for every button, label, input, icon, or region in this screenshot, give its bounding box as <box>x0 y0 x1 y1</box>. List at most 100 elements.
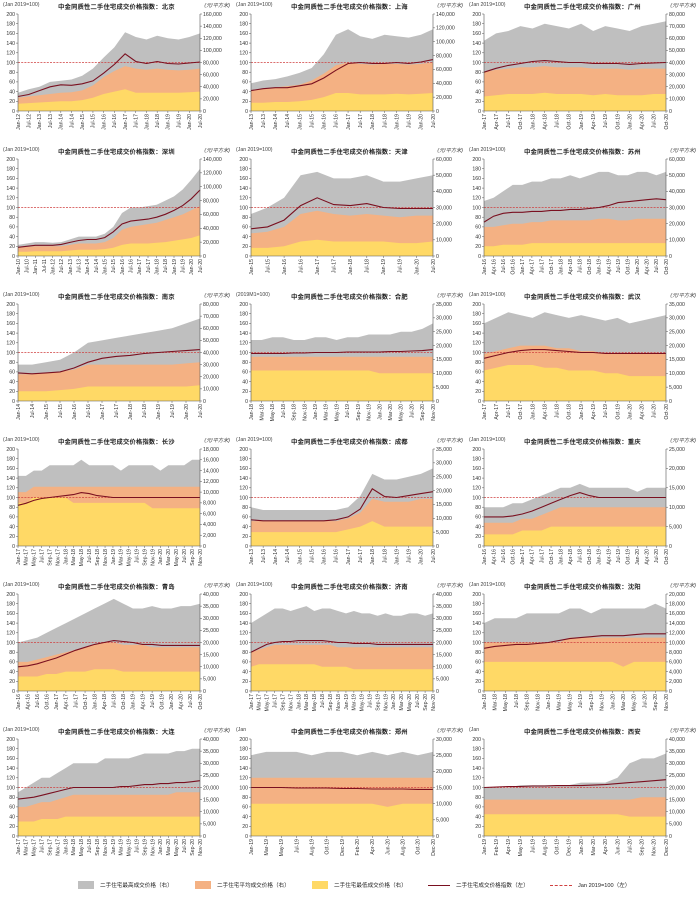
chart-title: 中金同质性二手住宅成交价格指数：上海 <box>291 4 408 11</box>
x-tick-label: Jul-19 <box>134 839 140 853</box>
left-tick-label: 0 <box>478 689 481 695</box>
x-tick-label: Jun-20 <box>615 839 621 855</box>
right-tick-label: 20,000 <box>669 785 685 791</box>
left-tick-label: 80 <box>9 795 15 801</box>
x-tick-label: May-20 <box>407 694 413 711</box>
chart-title: 中金同质性二手住宅成交价格指数：南京 <box>58 294 175 301</box>
x-tick-label: Jan-20 <box>635 549 641 565</box>
index-line <box>17 492 200 506</box>
left-tick-label: 140 <box>6 621 15 627</box>
left-tick-label: 120 <box>6 631 15 637</box>
left-tick-label: 20 <box>9 99 15 105</box>
left-tick-label: 100 <box>472 350 481 356</box>
left-tick-label: 140 <box>472 621 481 627</box>
x-tick-label: Nov-18 <box>103 839 109 856</box>
left-tick-label: 120 <box>472 196 481 202</box>
right-tick-label: 16,000 <box>203 458 219 464</box>
x-tick-label: May-19 <box>127 549 133 566</box>
x-tick-label: Jan-20 <box>158 549 164 565</box>
legend-item-avg: 二手住宅平均成交价格（右） <box>195 881 290 889</box>
left-tick-label: 140 <box>6 476 15 482</box>
right-tick-label: 80,000 <box>669 12 685 18</box>
x-tick-label: Mar-19 <box>264 839 270 856</box>
chart-panel: 0 20 40 60 80 100 120 140 160 180 200 0 2,000 4,000 6,… <box>0 435 233 580</box>
x-tick-label: Oct-20 <box>416 839 422 855</box>
x-tick-label: Jul-16 <box>298 259 304 273</box>
x-tick-label: Nov-20 <box>431 404 437 421</box>
x-tick-label: Jul-14 <box>69 114 75 128</box>
right-tick-label: 5,000 <box>436 530 449 536</box>
right-tick-label: 50,000 <box>203 338 219 344</box>
x-tick-label: Jul-19 <box>578 694 584 708</box>
x-tick-label: Jan-20 <box>627 114 633 130</box>
x-tick-label: Oct-20 <box>664 404 670 420</box>
left-tick-label: 160 <box>6 31 15 37</box>
x-tick-label: Jul-18 <box>320 694 326 708</box>
left-tick-label: 180 <box>239 312 248 318</box>
base-note: (Jan 2019=100) <box>3 292 40 298</box>
right-tick-label: 20,000 <box>669 343 685 349</box>
x-tick-label: Oct-19 <box>555 839 561 855</box>
right-tick-label: 25,000 <box>669 330 685 336</box>
right-tick-label: 15,000 <box>669 797 685 803</box>
left-tick-label: 20 <box>475 679 481 685</box>
right-tick-label: 35,000 <box>436 604 452 610</box>
right-tick-label: 5,000 <box>436 677 449 683</box>
left-tick-label: 180 <box>6 457 15 463</box>
x-tick-label: Jan-16 <box>120 259 126 275</box>
left-tick-label: 180 <box>472 167 481 173</box>
x-tick-label: Jan-20 <box>635 259 641 275</box>
right-tick-label: 10,000 <box>669 97 685 103</box>
x-tick-label: Jul-16 <box>501 549 507 563</box>
x-tick-label: Jul-19 <box>603 404 609 418</box>
index-line <box>483 198 667 223</box>
right-tick-label: 80,000 <box>436 53 452 59</box>
right-tick-label: 140,000 <box>203 24 222 30</box>
chart-svg: 0 20 40 60 80 100 120 140 160 180 200 0 5,000 10,000 1… <box>472 737 685 857</box>
right-tick-label: 10,000 <box>436 665 452 671</box>
x-tick-label: Jan-17 <box>123 114 129 130</box>
base-note: (Jan <box>236 727 247 733</box>
x-tick-label: Jul-16 <box>501 259 507 273</box>
right-tick-label: 0 <box>203 834 206 840</box>
x-tick-label: Jul-15 <box>111 259 117 273</box>
x-tick-label: Jan-20 <box>391 694 397 710</box>
x-tick-label: Sep-17 <box>280 694 286 711</box>
x-tick-label: Jul-14 <box>94 259 100 273</box>
right-tick-label: 4,000 <box>203 522 216 528</box>
chart-svg: 0 20 40 60 80 100 120 140 160 180 200 0 5,000 10,000 1… <box>6 737 219 857</box>
x-tick-label: Mar-18 <box>493 694 499 711</box>
index-line <box>483 349 666 359</box>
base-note: (Jan 2019=100) <box>469 582 506 588</box>
right-tick-label: 140,000 <box>203 157 222 163</box>
right-tick-label: 20,000 <box>436 769 452 775</box>
x-tick-label: Oct-19 <box>615 404 621 420</box>
x-tick-label: Apr-17 <box>494 114 500 130</box>
left-tick-label: 200 <box>472 447 481 453</box>
right-tick-label: 35,000 <box>669 302 685 308</box>
right-tick-label: 40,000 <box>203 85 219 91</box>
right-tick-label: 40,000 <box>669 189 685 195</box>
right-tick-label: 10,000 <box>669 238 685 244</box>
left-tick-label: 120 <box>239 341 248 347</box>
x-tick-label: Jan-18 <box>128 404 134 420</box>
x-tick-label: Oct-19 <box>615 114 621 130</box>
right-tick-label: 20,000 <box>436 640 452 646</box>
index-line <box>483 633 666 649</box>
x-tick-label: Jan-18 <box>558 549 564 565</box>
x-tick-label: Jul-19 <box>134 549 140 563</box>
x-tick-label: Nov-19 <box>600 694 606 711</box>
x-tick-label: Jul-20 <box>654 549 660 563</box>
x-tick-label: Jul-20 <box>431 549 437 563</box>
x-tick-label: Jul-19 <box>180 259 186 273</box>
left-tick-label: 40 <box>242 234 248 240</box>
base-note: (Jan 2019=100) <box>3 147 40 153</box>
right-tick-label: 25,000 <box>436 330 452 336</box>
x-tick-label: Oct-17 <box>549 549 555 565</box>
x-tick-label: Jan-20 <box>579 839 585 855</box>
legend-item-low: 二手住宅最低成交价格（右） <box>312 881 407 889</box>
right-tick-label: 50,000 <box>436 173 452 179</box>
left-tick-label: 100 <box>239 205 248 211</box>
left-tick-label: 180 <box>472 312 481 318</box>
x-tick-label: Sep-19 <box>589 694 595 711</box>
